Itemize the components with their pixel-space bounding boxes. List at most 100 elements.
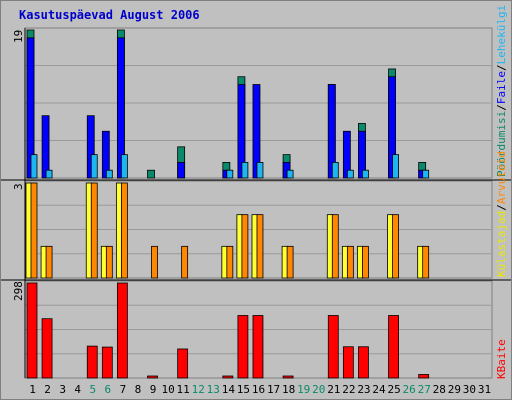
visits-bar-11 bbox=[181, 245, 189, 279]
hits-bar-9 bbox=[147, 169, 155, 179]
visits-bar-9 bbox=[151, 245, 158, 279]
bytes-bar-7 bbox=[116, 282, 128, 379]
visits-bar-16 bbox=[256, 214, 264, 279]
pages-bar-5 bbox=[90, 154, 98, 179]
x-tick-label: 29 bbox=[448, 383, 461, 396]
pages-bar-15 bbox=[241, 162, 249, 179]
bytes-bar-21 bbox=[327, 315, 339, 379]
pages-bar-16 bbox=[256, 162, 264, 179]
legend-middle-panel: Külastajad/Arvuteid bbox=[495, 151, 508, 277]
bytes-bar-25 bbox=[388, 315, 399, 379]
y-max-label: 19 bbox=[12, 29, 25, 43]
visits-bar-25 bbox=[392, 214, 399, 279]
legend-part: KBaite bbox=[495, 339, 508, 379]
files-bar-23 bbox=[358, 130, 366, 179]
visits-bar-14 bbox=[226, 245, 234, 279]
x-tick-label: 18 bbox=[282, 383, 295, 396]
files-bar-5 bbox=[86, 115, 95, 179]
x-tick-label: 8 bbox=[135, 383, 142, 396]
legend-part: / bbox=[495, 204, 508, 211]
visits-bar-22 bbox=[346, 245, 354, 279]
pages-bar-27 bbox=[422, 169, 430, 179]
legend-part: Külastajad bbox=[495, 210, 508, 277]
bytes-bar-22 bbox=[342, 346, 354, 379]
pages-bar-18 bbox=[286, 169, 294, 179]
x-tick-label: 6 bbox=[105, 383, 112, 396]
pages-bar-25 bbox=[392, 154, 399, 179]
x-tick-label: 24 bbox=[372, 383, 386, 396]
bytes-bar-27 bbox=[418, 374, 430, 379]
pages-bar-2 bbox=[45, 169, 53, 179]
files-bar-15 bbox=[237, 84, 246, 179]
pages-bar-23 bbox=[362, 169, 369, 179]
visits-bar-1 bbox=[30, 182, 38, 279]
x-tick-label: 10 bbox=[161, 383, 174, 396]
y-max-label: 298 bbox=[12, 281, 25, 301]
bytes-bar-9 bbox=[147, 375, 158, 379]
x-tick-label: 23 bbox=[357, 383, 370, 396]
files-bar-6 bbox=[101, 130, 110, 179]
x-tick-label: 25 bbox=[387, 383, 400, 396]
x-tick-label: 3 bbox=[59, 383, 66, 396]
x-tick-label: 31 bbox=[478, 383, 491, 396]
x-tick-label: 1 bbox=[29, 383, 36, 396]
visits-bar-5 bbox=[90, 182, 98, 279]
legend-part: / bbox=[495, 104, 508, 111]
pages-bar-14 bbox=[226, 169, 234, 179]
x-tick-label: 26 bbox=[403, 383, 416, 396]
x-tick-label: 5 bbox=[89, 383, 96, 396]
x-tick-label: 4 bbox=[74, 383, 81, 396]
bytes-bar-18 bbox=[282, 375, 294, 379]
files-bar-22 bbox=[342, 130, 351, 179]
files-bar-11 bbox=[177, 162, 186, 179]
visits-bar-6 bbox=[105, 245, 113, 279]
bytes-bar-14 bbox=[222, 375, 234, 379]
visits-bar-7 bbox=[120, 182, 128, 279]
legend-part: Faile bbox=[495, 71, 508, 105]
bytes-bar-23 bbox=[358, 346, 369, 379]
legend-part: / bbox=[495, 64, 508, 72]
x-tick-label: 19 bbox=[297, 383, 310, 396]
x-tick-label: 30 bbox=[463, 383, 476, 396]
x-tick-label: 13 bbox=[207, 383, 220, 396]
x-tick-label: 28 bbox=[433, 383, 446, 396]
pages-bar-7 bbox=[120, 154, 128, 179]
pages-bar-21 bbox=[331, 162, 339, 179]
visits-bar-21 bbox=[331, 214, 339, 279]
pages-bar-22 bbox=[346, 169, 354, 179]
bytes-bar-2 bbox=[41, 318, 53, 379]
bytes-bar-5 bbox=[86, 345, 98, 379]
legend-part: Lehekülgi bbox=[495, 4, 508, 65]
x-tick-label: 22 bbox=[342, 383, 355, 396]
bytes-bar-6 bbox=[101, 346, 113, 379]
x-tick-label: 12 bbox=[192, 383, 205, 396]
x-tick-label: 17 bbox=[267, 383, 280, 396]
visits-bar-18 bbox=[286, 245, 294, 279]
bytes-bar-15 bbox=[237, 315, 249, 379]
x-tick-label: 14 bbox=[222, 383, 236, 396]
visits-bar-15 bbox=[241, 214, 249, 279]
y-max-label: 3 bbox=[12, 183, 25, 190]
x-tick-label: 16 bbox=[252, 383, 265, 396]
visits-bar-23 bbox=[362, 245, 369, 279]
x-tick-label: 2 bbox=[44, 383, 51, 396]
x-tick-label: 9 bbox=[150, 383, 157, 396]
files-bar-1 bbox=[26, 37, 35, 179]
x-tick-label: 15 bbox=[237, 383, 250, 396]
x-tick-label: 20 bbox=[312, 383, 325, 396]
visits-bar-2 bbox=[45, 245, 53, 279]
files-bar-16 bbox=[252, 84, 261, 179]
files-bar-2 bbox=[41, 115, 50, 179]
legend-part: Arvuteid bbox=[495, 151, 508, 205]
bytes-bar-16 bbox=[252, 315, 264, 379]
files-bar-7 bbox=[116, 37, 125, 179]
pages-bar-6 bbox=[105, 169, 113, 179]
x-tick-label: 7 bbox=[120, 383, 127, 396]
files-bar-25 bbox=[388, 76, 396, 179]
files-bar-21 bbox=[327, 84, 336, 179]
chart-title: Kasutuspäevad August 2006 bbox=[19, 8, 200, 22]
x-tick-label: 27 bbox=[418, 383, 431, 396]
pages-bar-1 bbox=[30, 154, 38, 179]
